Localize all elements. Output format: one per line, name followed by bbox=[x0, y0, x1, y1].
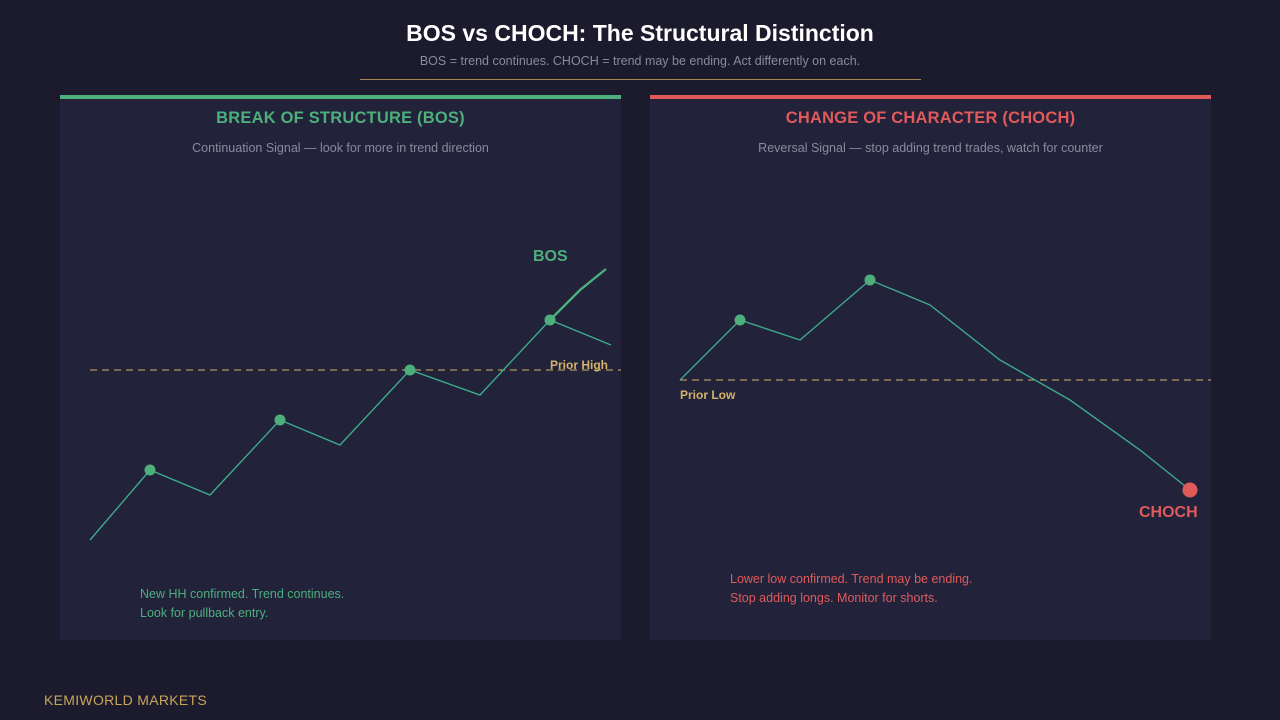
bos-panel-title: BREAK OF STRUCTURE (BOS) bbox=[216, 109, 465, 127]
choch-note-line: Stop adding longs. Monitor for shorts. bbox=[730, 591, 938, 605]
prior-high-label: Prior High bbox=[550, 358, 608, 372]
title-divider bbox=[360, 79, 921, 80]
bos-price-path bbox=[89, 319, 612, 541]
swing-high-marker bbox=[404, 364, 416, 376]
choch-price-path bbox=[679, 279, 1191, 491]
bos-label: BOS bbox=[533, 248, 568, 265]
choch-diagram: CHOCH Prior Low bbox=[679, 274, 1211, 521]
page-title: BOS vs CHOCH: The Structural Distinction bbox=[406, 20, 874, 46]
prior-low-label: Prior Low bbox=[680, 388, 736, 402]
choch-note-line: Lower low confirmed. Trend may be ending… bbox=[730, 572, 973, 586]
bos-panel: BREAK OF STRUCTURE (BOS) Continuation Si… bbox=[60, 95, 621, 640]
choch-label: CHOCH bbox=[1139, 504, 1198, 521]
choch-panel-subtitle: Reversal Signal — stop adding trend trad… bbox=[758, 141, 1103, 155]
choch-note: Lower low confirmed. Trend may be ending… bbox=[730, 570, 973, 608]
bos-breakout-path bbox=[549, 268, 607, 321]
bos-note: New HH confirmed. Trend continues. Look … bbox=[140, 585, 344, 623]
bos-note-line: Look for pullback entry. bbox=[140, 606, 269, 620]
bos-note-line: New HH confirmed. Trend continues. bbox=[140, 587, 345, 601]
swing-high-marker bbox=[144, 464, 156, 476]
bos-panel-subtitle: Continuation Signal — look for more in t… bbox=[192, 141, 489, 155]
choch-panel: CHANGE OF CHARACTER (CHOCH) Reversal Sig… bbox=[650, 95, 1211, 640]
swing-high-marker bbox=[734, 314, 746, 326]
swing-high-marker bbox=[544, 314, 556, 326]
choch-panel-title: CHANGE OF CHARACTER (CHOCH) bbox=[785, 109, 1076, 127]
swing-high-marker bbox=[274, 414, 286, 426]
choch-marker bbox=[1182, 482, 1198, 498]
swing-high-marker bbox=[864, 274, 876, 286]
brand-footer: KEMIWORLD MARKETS bbox=[44, 692, 208, 708]
page-subtitle: BOS = trend continues. CHOCH = trend may… bbox=[419, 54, 861, 68]
bos-diagram: BOS Prior High bbox=[89, 248, 621, 541]
